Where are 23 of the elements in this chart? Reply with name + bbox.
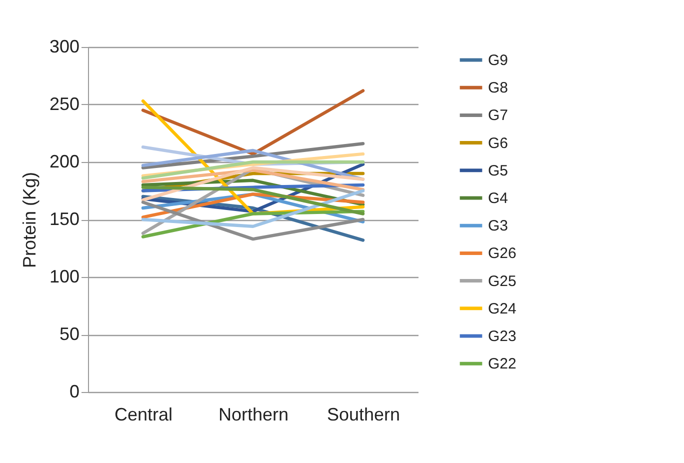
legend-label: G24 xyxy=(488,300,516,318)
legend-label: G22 xyxy=(488,356,516,373)
legend-label: G7 xyxy=(488,107,508,124)
y-axis-title: Protein (Kg) xyxy=(19,172,40,268)
y-tick-label: 150 xyxy=(49,209,80,229)
legend-label: G5 xyxy=(488,162,508,180)
legend-label: G9 xyxy=(488,52,508,69)
legend-label: G23 xyxy=(488,328,516,345)
legend-label: G3 xyxy=(488,218,508,235)
legend-label: G8 xyxy=(488,80,508,97)
x-tick-label: Southern xyxy=(326,404,400,424)
y-tick-label: 100 xyxy=(49,266,80,286)
y-tick-label: 300 xyxy=(49,36,80,56)
legend-label: G4 xyxy=(488,190,508,207)
legend-label: G26 xyxy=(488,245,516,262)
legend-label: G25 xyxy=(488,272,516,290)
legend-label: G6 xyxy=(488,134,508,152)
x-tick-label: Northern xyxy=(218,404,289,424)
x-tick-label: Central xyxy=(114,404,173,424)
y-tick-label: 0 xyxy=(69,382,80,402)
y-tick-label: 200 xyxy=(49,152,80,172)
y-tick-label: 50 xyxy=(59,324,80,344)
y-tick-label: 250 xyxy=(49,94,80,114)
